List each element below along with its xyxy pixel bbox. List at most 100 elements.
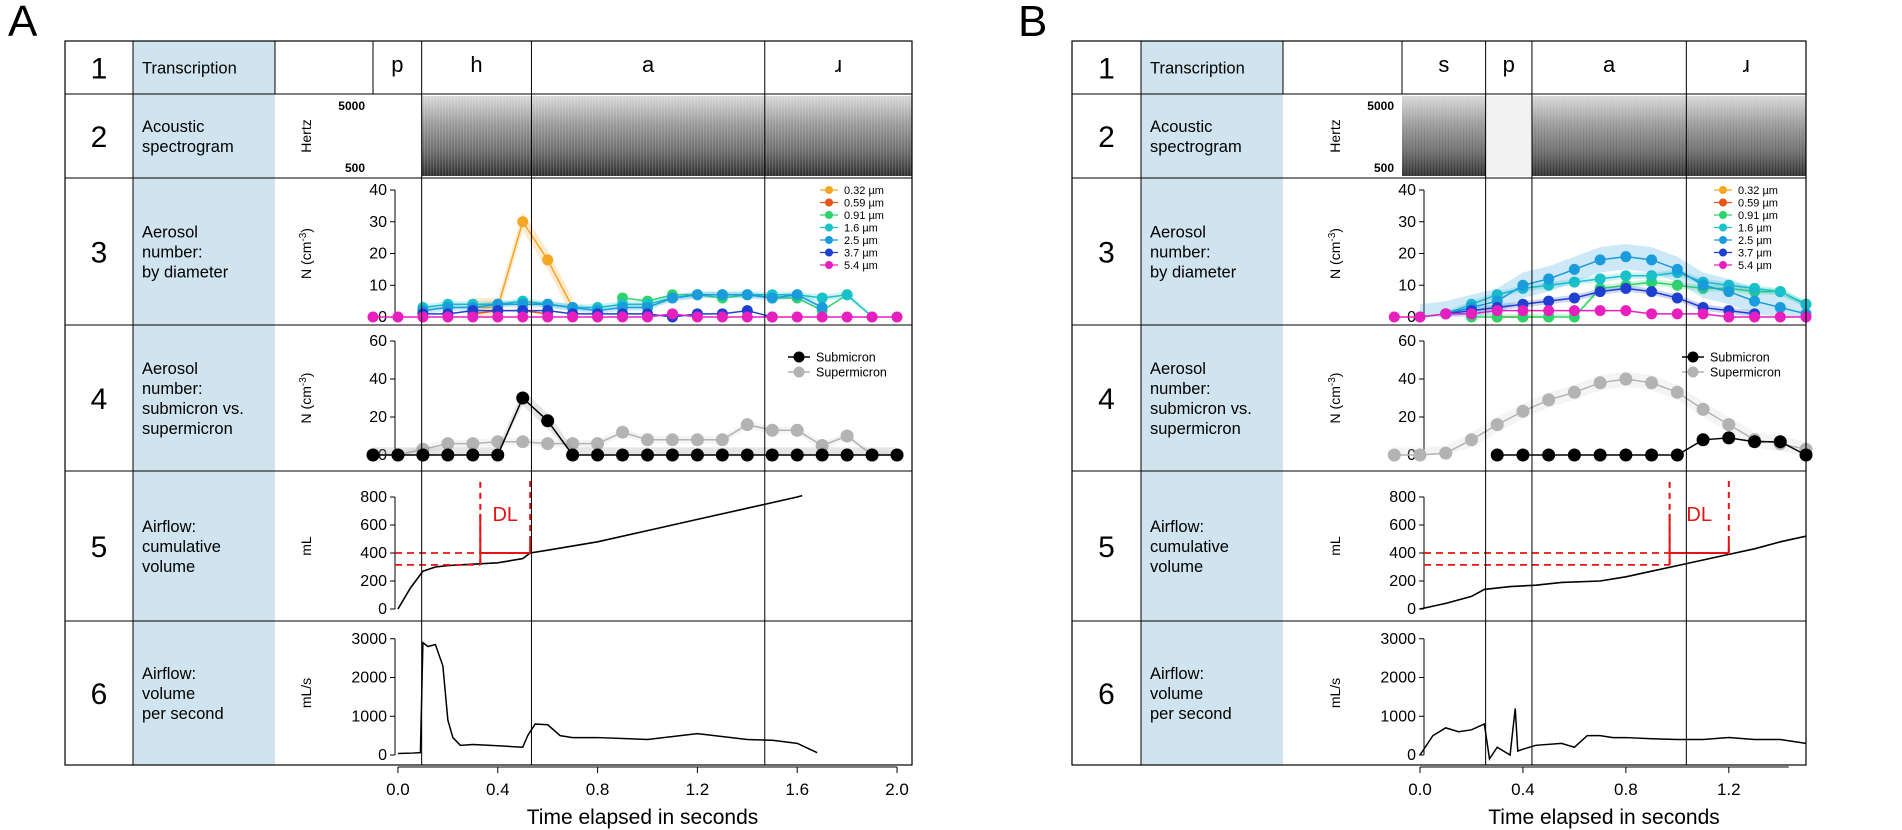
label-column-bg	[133, 41, 275, 765]
legend-marker	[825, 186, 833, 194]
x-tick-label: 0.4	[1511, 780, 1535, 799]
legend-label: 0.32 µm	[1738, 185, 1778, 197]
panel-a: A 1 Transcription 2 Acoustic spectrogram 3 Aero…	[8, 0, 913, 829]
uncertainty-band	[1445, 269, 1806, 317]
y-tick-label: 2000	[351, 670, 387, 687]
row-label-line: Transcription	[142, 60, 237, 78]
data-point	[466, 437, 480, 451]
data-point	[467, 311, 479, 323]
data-point	[1645, 448, 1659, 462]
phoneme-label: a	[1603, 52, 1616, 77]
row-number: 3	[91, 237, 108, 270]
data-point	[1567, 385, 1581, 399]
legend-label: 3.7 µm	[844, 248, 878, 260]
x-tick-label: 0.8	[1614, 780, 1638, 799]
data-point	[391, 448, 405, 462]
data-point	[541, 414, 555, 428]
legend-marker	[825, 261, 833, 269]
data-point	[1490, 448, 1504, 462]
data-point	[617, 311, 629, 323]
y-tick-label: 10	[1398, 277, 1416, 294]
y-tick-label: 20	[1398, 246, 1416, 263]
unit-base: N (cm	[298, 386, 314, 423]
data-point	[366, 448, 380, 462]
data-point	[591, 437, 605, 451]
unit-exponent: -3	[1327, 377, 1338, 386]
volume-per-second-line	[1419, 708, 1807, 761]
y-unit-label: mL/s	[1327, 678, 1343, 708]
row-label-line: Acoustic	[1150, 118, 1212, 136]
y-tick-label: 800	[1389, 489, 1416, 506]
unit-base: N (cm	[1327, 242, 1343, 279]
y-unit-label: mL/s	[298, 678, 314, 708]
legend-marker	[825, 211, 833, 219]
y-tick-label: 30	[1398, 214, 1416, 231]
data-point	[1774, 301, 1786, 313]
data-point	[1696, 433, 1710, 447]
legend-label: 0.59 µm	[1738, 198, 1778, 210]
data-point	[1671, 308, 1683, 320]
data-point	[1568, 292, 1580, 304]
y-tick-label: 0	[1407, 747, 1416, 764]
data-point	[740, 448, 754, 462]
legend-label: 0.32 µm	[844, 185, 884, 197]
volume-per-second-line	[397, 641, 818, 755]
data-point	[516, 391, 530, 405]
data-point	[666, 308, 678, 320]
y-tick-label: 60	[369, 333, 387, 350]
data-point	[1517, 279, 1529, 291]
row-number: 4	[91, 383, 108, 416]
row-label-line: per second	[1150, 705, 1232, 723]
data-point	[1646, 286, 1658, 298]
legend-label: 0.91 µm	[1738, 210, 1778, 222]
phoneme-label: p	[1503, 52, 1515, 77]
y-axis: 0 1000 2000 3000 mL/s	[1327, 631, 1425, 764]
data-point	[1620, 270, 1632, 282]
legend-label: Supermicron	[1710, 366, 1781, 380]
data-point	[1722, 431, 1736, 445]
row-label-line: Airflow:	[1150, 665, 1204, 683]
x-tick-label: 0.0	[386, 780, 410, 799]
data-point	[1594, 305, 1606, 317]
data-point	[1723, 286, 1735, 298]
data-point	[1645, 376, 1659, 390]
spectrogram	[1401, 96, 1806, 176]
data-point	[1567, 448, 1581, 462]
y-tick-label: 0	[1407, 601, 1416, 618]
data-point	[1594, 286, 1606, 298]
data-point	[791, 311, 803, 323]
y-tick-label: 0	[378, 601, 387, 618]
data-point	[816, 301, 828, 313]
data-point	[367, 311, 379, 323]
data-point	[441, 437, 455, 451]
data-point	[1620, 305, 1632, 317]
series-line	[373, 423, 898, 456]
series-line	[373, 313, 898, 318]
data-point	[716, 289, 728, 301]
data-point	[791, 289, 803, 301]
row-number: 6	[1098, 678, 1115, 711]
volume-per-second-plot	[397, 641, 818, 755]
row-label-line: number:	[142, 380, 203, 398]
data-point	[1593, 448, 1607, 462]
data-point	[765, 448, 779, 462]
data-point	[491, 448, 505, 462]
legend-marker	[1719, 261, 1727, 269]
data-point	[1620, 251, 1632, 263]
data-point	[865, 448, 879, 462]
row-number: 1	[1098, 53, 1115, 86]
y-tick-label: 2000	[1380, 670, 1416, 687]
data-point	[691, 311, 703, 323]
spectrogram-fill	[421, 96, 912, 176]
dl-annotation: DL	[1424, 479, 1730, 566]
row-label-line: by diameter	[142, 264, 229, 282]
unit-exponent: -3	[298, 377, 309, 386]
legend-marker	[1719, 198, 1727, 207]
x-tick-label: 0.8	[586, 780, 610, 799]
y-tick-label: 3000	[1380, 631, 1416, 648]
spectrogram-tick: 500	[345, 161, 365, 175]
spectrogram-tick: 5000	[338, 99, 365, 113]
uncertainty-band	[1420, 243, 1806, 317]
